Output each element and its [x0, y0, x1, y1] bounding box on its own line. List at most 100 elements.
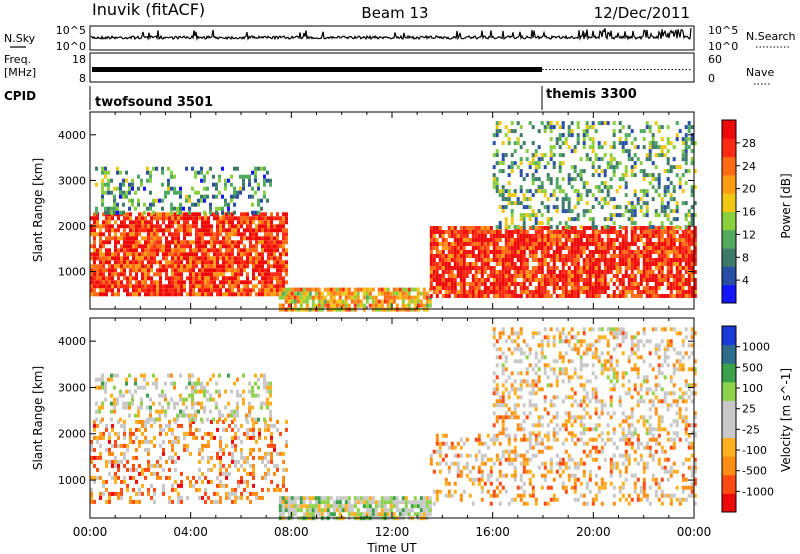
heatmap-cell — [263, 174, 266, 179]
heatmap-cell — [603, 197, 607, 202]
heatmap-cell — [441, 294, 445, 298]
heatmap-cell — [186, 256, 189, 261]
heatmap-cell — [582, 181, 586, 186]
heatmap-cell — [105, 423, 108, 428]
heatmap-cell — [240, 260, 243, 265]
heatmap-cell — [230, 182, 233, 187]
heatmap-cell — [429, 270, 433, 274]
heatmap-cell — [263, 385, 266, 390]
heatmap-cell — [111, 272, 114, 277]
heatmap-cell — [117, 260, 120, 265]
heatmap-cell — [522, 262, 526, 266]
heatmap-cell — [102, 260, 105, 265]
heatmap-cell — [582, 270, 586, 274]
heatmap-cell — [240, 240, 243, 245]
heatmap-cell — [624, 238, 628, 242]
heatmap-cell — [234, 499, 237, 504]
heatmap-cell — [213, 272, 216, 277]
heatmap-cell — [567, 181, 571, 186]
heatmap-cell — [666, 262, 670, 266]
heatmap-cell — [666, 282, 670, 286]
heatmap-cell — [156, 216, 159, 221]
heatmap-cell — [129, 431, 132, 436]
heatmap-cell — [110, 373, 113, 378]
heatmap-cell — [113, 210, 116, 215]
heatmap-cell — [359, 496, 363, 501]
heatmap-cell — [651, 225, 655, 230]
heatmap-cell — [576, 217, 580, 222]
heatmap-cell — [615, 234, 619, 238]
heatmap-cell — [341, 496, 345, 501]
heatmap-cell — [591, 161, 595, 166]
heatmap-cell — [486, 477, 490, 482]
heatmap-cell — [267, 240, 270, 245]
heatmap-cell — [222, 427, 225, 432]
heatmap-cell — [630, 282, 634, 286]
heatmap-cell — [660, 238, 664, 242]
heatmap-cell — [209, 206, 212, 211]
heatmap-cell — [236, 393, 239, 398]
heatmap-cell — [249, 471, 252, 476]
heatmap-cell — [633, 209, 637, 214]
heatmap-cell — [428, 496, 432, 501]
heatmap-cell — [684, 278, 688, 282]
heatmap-cell — [669, 258, 673, 262]
heatmap-cell — [281, 500, 285, 505]
heatmap-cell — [435, 246, 439, 250]
heatmap-cell — [168, 427, 171, 432]
heatmap-cell — [302, 512, 306, 517]
heatmap-cell — [537, 294, 541, 298]
heatmap-cell — [102, 272, 105, 277]
heatmap-cell — [684, 217, 688, 222]
heatmap-cell — [579, 274, 583, 278]
heatmap-cell — [516, 294, 520, 298]
heatmap-cell — [93, 463, 96, 468]
heatmap-cell — [249, 224, 252, 229]
heatmap-cell — [132, 220, 135, 225]
heatmap-cell — [162, 248, 165, 253]
heatmap-cell — [576, 141, 580, 146]
heatmap-cell — [231, 451, 234, 456]
heatmap-cell — [165, 475, 168, 480]
heatmap-cell — [299, 500, 303, 505]
heatmap-cell — [167, 405, 170, 410]
heatmap-cell — [558, 250, 562, 254]
heatmap-cell — [240, 455, 243, 460]
heatmap-cell — [287, 291, 291, 296]
heatmap-cell — [612, 121, 616, 126]
heatmap-cell — [240, 268, 243, 273]
heatmap-cell — [278, 303, 282, 308]
heatmap-cell — [216, 256, 219, 261]
heatmap-cell — [522, 230, 526, 234]
heatmap-cell — [519, 286, 523, 290]
heatmap-cell — [624, 133, 628, 138]
heatmap-cell — [510, 278, 514, 282]
heatmap-cell — [261, 248, 264, 253]
heatmap-cell — [168, 288, 171, 293]
heatmap-cell — [177, 264, 180, 269]
heatmap-cell — [185, 385, 188, 390]
heatmap-cell — [404, 512, 408, 517]
heatmap-cell — [213, 284, 216, 289]
heatmap-cell — [365, 299, 369, 304]
heatmap-cell — [573, 270, 577, 274]
heatmap-cell — [371, 287, 375, 292]
heatmap-cell — [147, 268, 150, 273]
heatmap-cell — [99, 292, 102, 297]
heatmap-cell — [120, 479, 123, 484]
heatmap-cell — [432, 469, 436, 474]
heatmap-cell — [159, 248, 162, 253]
heatmap-cell — [228, 224, 231, 229]
heatmap-cell — [305, 303, 309, 308]
heatmap-cell — [392, 295, 396, 300]
heatmap-cell — [171, 232, 174, 237]
heatmap-cell — [323, 508, 327, 513]
heatmap-cell — [498, 225, 502, 230]
heatmap-cell — [99, 252, 102, 257]
heatmap-cell — [573, 226, 577, 230]
heatmap-cell — [252, 268, 255, 273]
heatmap-cell — [93, 475, 96, 480]
heatmap-cell — [138, 471, 141, 476]
heatmap-cell — [435, 497, 439, 502]
heatmap-cell — [153, 252, 156, 257]
